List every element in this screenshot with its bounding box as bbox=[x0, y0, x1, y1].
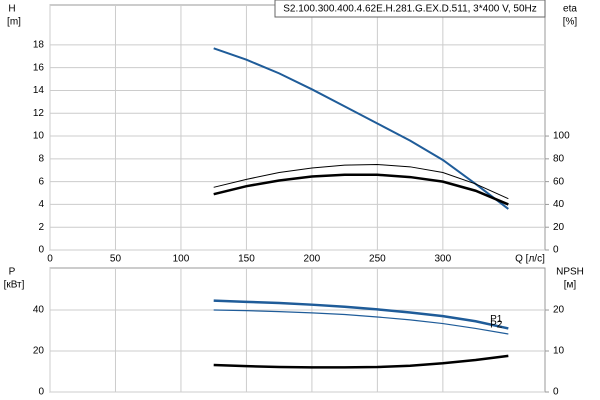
y-tick-label: 0 bbox=[38, 245, 44, 256]
series-line bbox=[213, 164, 509, 200]
x-tick-label: 50 bbox=[110, 254, 122, 265]
y2-tick-label: 10 bbox=[553, 346, 565, 357]
y2-tick-label: 100 bbox=[553, 131, 570, 142]
x-tick-label: 200 bbox=[304, 254, 321, 265]
y-axis-label: P bbox=[9, 267, 16, 278]
series-line bbox=[213, 47, 509, 210]
series-line bbox=[213, 354, 509, 369]
y2-tick-label: 0 bbox=[553, 387, 559, 398]
y2-axis-label: eta bbox=[563, 4, 577, 15]
x-axis-label: Q [л/с] bbox=[515, 254, 545, 265]
y-tick-label: 0 bbox=[38, 387, 44, 398]
y2-tick-label: 0 bbox=[553, 245, 559, 256]
y2-tick-label: 20 bbox=[553, 305, 565, 316]
series-line bbox=[213, 299, 509, 330]
y-axis-label: H bbox=[8, 4, 15, 15]
y2-tick-label: 80 bbox=[553, 153, 565, 164]
y-tick-label: 4 bbox=[38, 199, 44, 210]
plot-frame bbox=[49, 4, 546, 251]
y-tick-label: 20 bbox=[33, 346, 45, 357]
y2-tick-label: 40 bbox=[553, 199, 565, 210]
y-tick-label: 40 bbox=[33, 305, 45, 316]
series-line bbox=[213, 309, 509, 335]
y-axis-unit: [кВт] bbox=[4, 280, 25, 291]
y-tick-label: 10 bbox=[33, 131, 45, 142]
y-tick-label: 6 bbox=[38, 176, 44, 187]
y-tick-label: 14 bbox=[33, 85, 45, 96]
series-line bbox=[213, 173, 509, 206]
y-tick-label: 8 bbox=[38, 153, 44, 164]
y-tick-label: 18 bbox=[33, 40, 45, 51]
x-tick-label: 150 bbox=[238, 254, 255, 265]
x-tick-label: 250 bbox=[369, 254, 386, 265]
series-label: P1 bbox=[490, 314, 503, 325]
x-tick-label: 300 bbox=[435, 254, 452, 265]
y2-tick-label: 60 bbox=[553, 176, 565, 187]
y2-axis-label: NPSH bbox=[556, 267, 584, 278]
series-label: P2 bbox=[490, 320, 503, 331]
title-box bbox=[274, 0, 546, 18]
x-tick-label: 100 bbox=[173, 254, 190, 265]
chart-title: S2.100.300.400.4.62E.H.281.G.EX.D.511, 3… bbox=[283, 4, 537, 15]
y2-axis-unit: [м] bbox=[564, 280, 577, 291]
plot-frame bbox=[49, 267, 546, 393]
y-axis-unit: [m] bbox=[7, 17, 21, 28]
x-tick-label: 0 bbox=[47, 254, 53, 265]
y-tick-label: 16 bbox=[33, 62, 45, 73]
y-tick-label: 2 bbox=[38, 222, 44, 233]
y-tick-label: 12 bbox=[33, 108, 45, 119]
y2-axis-unit: [%] bbox=[563, 17, 578, 28]
y2-tick-label: 20 bbox=[553, 222, 565, 233]
